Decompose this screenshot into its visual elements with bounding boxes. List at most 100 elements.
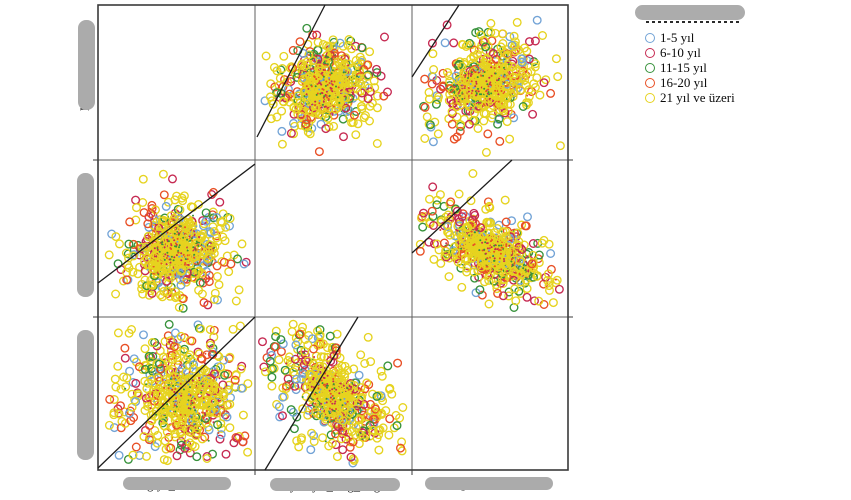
data-point-speckle [320, 379, 323, 382]
data-point [312, 92, 322, 102]
data-point-speckle [170, 244, 173, 247]
data-point-speckle [177, 258, 180, 261]
data-point-speckle [513, 82, 516, 84]
data-point-speckle [463, 224, 466, 227]
data-point [174, 302, 184, 312]
data-point [471, 232, 481, 242]
data-point [165, 366, 175, 376]
legend-items: 1-5 yıl 6-10 yıl 11-15 yıl 16-20 yıl 21 … [645, 31, 840, 105]
data-point-speckle [200, 238, 203, 240]
data-point-speckle [167, 240, 170, 243]
data-point [163, 358, 173, 368]
data-point-speckle [360, 415, 363, 418]
data-point [481, 204, 491, 214]
data-point-speckle [175, 243, 178, 246]
data-point [449, 134, 459, 144]
data-point-speckle [173, 232, 176, 235]
data-point-speckle [304, 78, 307, 81]
data-point [458, 82, 468, 92]
data-point [357, 43, 367, 53]
data-point [466, 231, 476, 241]
data-point-speckle [335, 408, 337, 410]
data-point [429, 221, 438, 230]
data-point [528, 239, 538, 248]
data-point [356, 350, 366, 360]
data-point-speckle [328, 94, 331, 97]
data-point-speckle [177, 385, 180, 388]
data-point [265, 92, 275, 102]
data-point-speckle [500, 244, 503, 247]
data-point [212, 261, 222, 271]
data-point [297, 111, 307, 121]
data-point [480, 277, 489, 287]
data-point [156, 260, 166, 270]
data-point [194, 390, 204, 400]
data-point-speckle [330, 82, 333, 85]
data-point [314, 147, 324, 157]
legend: 1-5 yıl 6-10 yıl 11-15 yıl 16-20 yıl 21 … [630, 5, 840, 105]
legend-marker-icon [645, 92, 655, 103]
data-point-speckle [321, 79, 324, 81]
data-point-speckle [174, 242, 177, 245]
data-point-speckle [174, 388, 177, 390]
data-point-speckle [161, 243, 164, 246]
data-point-speckle [470, 71, 473, 74]
data-point [530, 62, 540, 72]
data-point-speckle [172, 384, 174, 387]
data-point [429, 254, 439, 264]
data-point-speckle [481, 79, 484, 82]
data-point [492, 73, 502, 83]
data-point [115, 239, 124, 249]
data-point-speckle [498, 244, 500, 247]
data-point [158, 169, 168, 179]
data-point [362, 71, 372, 81]
data-point-speckle [493, 244, 496, 247]
data-point-speckle [318, 102, 321, 105]
data-point [527, 259, 537, 269]
data-point [502, 261, 512, 271]
data-point-speckle [322, 96, 325, 99]
data-point-speckle [486, 257, 489, 260]
data-point [504, 291, 514, 301]
data-point [224, 267, 234, 277]
data-point [165, 224, 175, 234]
data-point [333, 103, 343, 113]
data-point [172, 420, 182, 430]
data-point [491, 85, 501, 95]
data-point [238, 437, 248, 447]
data-point [357, 104, 367, 114]
data-point [433, 129, 443, 139]
data-point [209, 294, 219, 304]
data-point [503, 60, 513, 70]
data-point [297, 433, 307, 443]
data-point-speckle [358, 75, 361, 78]
data-point-speckle [184, 226, 186, 229]
data-point [502, 50, 512, 60]
data-point-speckle [490, 62, 493, 65]
data-point-speckle [499, 249, 502, 252]
data-point-speckle [174, 231, 177, 233]
data-point-speckle [197, 250, 200, 253]
data-point-speckle [167, 408, 170, 410]
data-point [434, 245, 444, 255]
data-point [140, 256, 150, 266]
data-point-speckle [319, 388, 322, 391]
data-point-speckle [179, 413, 182, 416]
data-point [231, 370, 241, 380]
data-point [333, 93, 343, 103]
data-point [215, 434, 225, 444]
data-point [528, 257, 538, 267]
data-point [121, 382, 131, 392]
data-point-speckle [338, 64, 341, 67]
data-point-speckle [320, 402, 323, 405]
data-point [289, 102, 299, 112]
data-point [226, 259, 236, 269]
data-point [143, 378, 153, 388]
data-point-speckle [136, 244, 139, 247]
data-point-speckle [498, 66, 501, 68]
data-point [486, 27, 496, 37]
data-point-speckle [464, 85, 466, 88]
data-point [305, 129, 315, 139]
data-point-speckle [346, 387, 349, 390]
data-point-speckle [187, 264, 190, 266]
